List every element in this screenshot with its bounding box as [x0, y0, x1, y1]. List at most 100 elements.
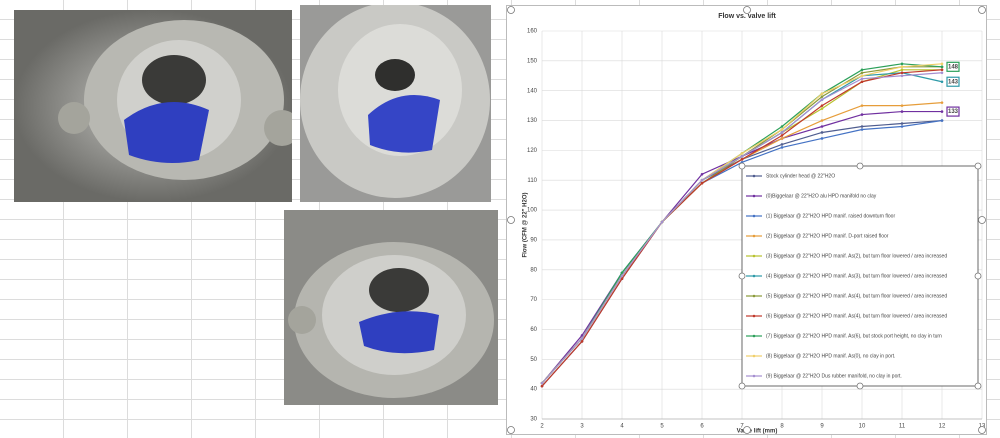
legend-marker — [752, 234, 756, 238]
data-point — [740, 152, 744, 155]
data-point — [900, 122, 904, 125]
x-tick-label: 6 — [700, 424, 704, 430]
data-point — [860, 68, 864, 72]
legend-label: Stock cylinder head @ 22"H2O — [766, 173, 835, 179]
resize-handle — [978, 216, 986, 224]
data-point — [540, 384, 544, 388]
resize-handle — [978, 6, 986, 14]
data-label-box — [946, 61, 960, 72]
resize-handle — [978, 426, 986, 434]
data-point — [780, 143, 784, 146]
x-tick-label: 10 — [859, 424, 866, 430]
legend-marker — [752, 214, 756, 218]
data-point — [820, 131, 824, 134]
resize-handle — [738, 272, 746, 280]
legend-label: (1) Biggelaar @ 22"H2O HPD manif. raised… — [766, 213, 895, 219]
data-point — [620, 277, 624, 281]
data-point — [740, 155, 744, 158]
data-point — [780, 134, 784, 137]
y-tick-label: 90 — [530, 238, 537, 244]
data-point — [900, 74, 904, 78]
x-tick-label: 11 — [899, 424, 906, 430]
data-point — [860, 74, 864, 78]
y-tick-label: 110 — [527, 178, 537, 184]
data-point — [700, 181, 704, 185]
data-point — [940, 119, 944, 122]
resize-handle — [974, 272, 982, 280]
legend-label: (2) Biggelaar @ 22"H2O HPD manif. D-port… — [766, 233, 889, 239]
photo — [14, 10, 292, 202]
data-point — [860, 104, 864, 107]
data-point — [820, 107, 824, 110]
data-point — [900, 71, 904, 75]
legend-label: (4) Biggelaar @ 22"H2O HPD manif. As(3),… — [766, 273, 947, 279]
y-tick-label: 40 — [530, 387, 537, 393]
legend-marker — [752, 294, 756, 298]
legend-label: (8) Biggelaar @ 22"H2O HPD manif. As(0),… — [766, 353, 895, 359]
x-tick-label: 7 — [740, 424, 744, 430]
data-point — [820, 95, 824, 98]
data-point — [860, 80, 864, 84]
data-point — [940, 80, 944, 84]
data-point — [940, 65, 944, 69]
y-tick-label: 80 — [530, 267, 537, 273]
legend-label: (6) Biggelaar @ 22"H2O HPD manif. As(4),… — [766, 313, 947, 319]
data-label: 133 — [948, 109, 959, 115]
data-point — [900, 110, 904, 113]
data-label-box — [946, 106, 960, 117]
data-point — [940, 101, 944, 104]
y-tick-label: 160 — [527, 29, 538, 35]
data-point — [860, 128, 864, 131]
data-point — [580, 340, 584, 343]
x-tick-label: 8 — [780, 424, 784, 430]
y-tick-label: 120 — [527, 148, 538, 154]
y-tick-label: 60 — [530, 327, 537, 333]
data-point — [940, 68, 944, 72]
data-point — [620, 271, 624, 275]
data-label-box — [946, 76, 960, 87]
resize-handle — [856, 382, 864, 390]
legend-marker — [752, 254, 756, 258]
data-point — [620, 274, 624, 278]
y-tick-label: 100 — [527, 208, 538, 214]
legend-label: (9) Biggelaar @ 22"H2O Dus rubber manifo… — [766, 373, 902, 379]
legend-label: (7) Biggelaar @ 22"H2O HPD manif. As(6),… — [766, 333, 942, 339]
data-point — [900, 104, 904, 107]
legend-label: (3) Biggelaar @ 22"H2O HPD manif. As(2),… — [766, 253, 947, 259]
resize-handle — [738, 382, 746, 390]
data-label: 148 — [948, 64, 959, 70]
y-tick-label: 50 — [530, 357, 537, 363]
data-point — [820, 92, 824, 95]
x-tick-label: 4 — [620, 424, 624, 430]
legend-marker — [752, 354, 756, 358]
data-point — [820, 98, 824, 101]
data-point — [540, 381, 544, 385]
data-point — [780, 128, 784, 131]
chart[interactable]: Flow vs. valve lift Valve lift (mm) Flow… — [506, 5, 987, 435]
chart-title: Flow vs. valve lift — [718, 13, 776, 20]
data-point — [900, 62, 904, 66]
legend-marker — [752, 334, 756, 338]
data-point — [900, 68, 904, 72]
resize-handle — [743, 426, 751, 434]
legend — [741, 165, 979, 387]
data-point — [820, 125, 824, 128]
data-point — [820, 119, 824, 122]
resize-handle — [507, 6, 515, 14]
data-point — [860, 113, 864, 116]
y-tick-label: 130 — [527, 118, 538, 124]
data-point — [780, 131, 784, 134]
legend-marker — [752, 314, 756, 318]
resize-handle — [743, 6, 751, 14]
legend-marker — [752, 194, 756, 198]
x-tick-label: 12 — [939, 424, 946, 430]
data-point — [580, 337, 584, 340]
legend-marker — [752, 274, 756, 278]
data-point — [780, 146, 784, 149]
data-point — [860, 125, 864, 128]
photo — [284, 210, 498, 405]
data-label: 143 — [948, 79, 959, 85]
resize-handle — [507, 426, 515, 434]
data-point — [580, 334, 584, 337]
